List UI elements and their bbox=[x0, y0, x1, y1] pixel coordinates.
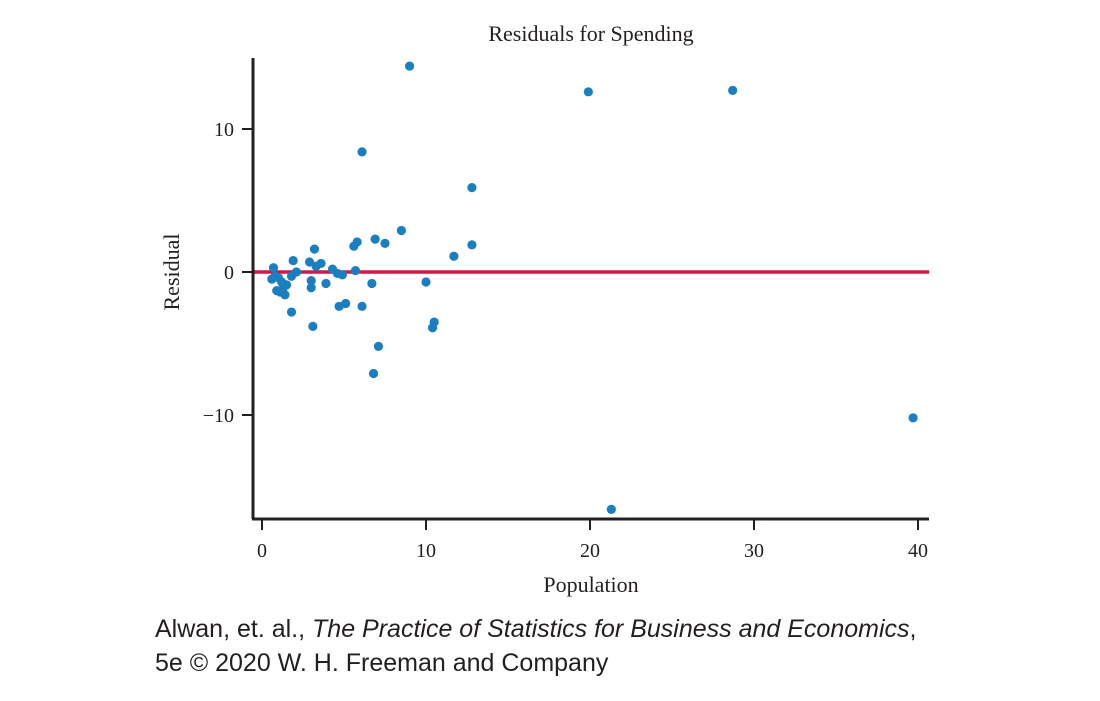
data-point-16 bbox=[306, 275, 316, 286]
y-axis-ticks: −10 0 10 bbox=[203, 119, 253, 427]
data-point-18 bbox=[308, 321, 318, 331]
data-point-12 bbox=[288, 255, 298, 266]
data-point-19 bbox=[309, 244, 320, 254]
data-point-22 bbox=[321, 278, 331, 289]
data-point-37 bbox=[380, 238, 390, 248]
data-point-35 bbox=[368, 368, 379, 379]
data-point-48 bbox=[728, 85, 738, 95]
x-tick-label-10: 10 bbox=[416, 540, 436, 562]
credit-authors: Alwan, et. al., bbox=[155, 615, 313, 643]
source-credit: Alwan, et. al., The Practice of Statisti… bbox=[155, 612, 916, 680]
y-tick-label-1: 0 bbox=[224, 262, 234, 284]
data-point-9 bbox=[280, 290, 290, 300]
data-point-33 bbox=[367, 278, 377, 289]
data-point-34 bbox=[370, 234, 380, 244]
data-point-39 bbox=[405, 61, 415, 71]
data-point-45 bbox=[467, 240, 477, 250]
data-point-43 bbox=[449, 251, 459, 261]
data-point-42 bbox=[429, 317, 439, 327]
x-tick-label-20: 20 bbox=[580, 540, 600, 562]
y-tick-label-0: −10 bbox=[203, 405, 234, 427]
data-points bbox=[267, 61, 918, 514]
credit-comma: , bbox=[909, 615, 917, 643]
x-tick-label-0: 0 bbox=[257, 540, 267, 562]
x-axis-label: Population bbox=[543, 572, 638, 597]
plot-area bbox=[253, 61, 929, 514]
data-point-36 bbox=[373, 341, 384, 351]
x-tick-label-40: 40 bbox=[908, 540, 928, 562]
data-point-15 bbox=[304, 257, 315, 267]
credit-line-2: 5e © 2020 W. H. Freeman and Company bbox=[155, 649, 609, 677]
data-point-44 bbox=[467, 183, 477, 193]
data-point-1 bbox=[268, 263, 279, 273]
data-point-25 bbox=[337, 270, 347, 280]
x-tick-label-30: 30 bbox=[744, 540, 764, 562]
data-point-47 bbox=[606, 504, 616, 514]
data-point-49 bbox=[908, 413, 918, 423]
data-point-40 bbox=[421, 277, 431, 287]
data-point-14 bbox=[291, 267, 302, 277]
data-point-31 bbox=[357, 147, 367, 157]
data-point-17 bbox=[306, 283, 316, 293]
data-point-10 bbox=[282, 280, 292, 290]
credit-book-title: The Practice of Statistics for Business … bbox=[312, 615, 910, 643]
data-point-32 bbox=[357, 301, 367, 311]
y-tick-label-2: 10 bbox=[214, 119, 234, 141]
data-point-46 bbox=[583, 87, 593, 97]
data-point-30 bbox=[352, 237, 362, 247]
data-point-21 bbox=[316, 258, 326, 269]
data-point-27 bbox=[341, 298, 351, 309]
data-point-38 bbox=[396, 225, 406, 236]
y-axis-label: Residual bbox=[159, 234, 184, 311]
data-point-13 bbox=[286, 307, 297, 317]
chart-title: Residuals for Spending bbox=[488, 21, 693, 46]
credit-line-1: Alwan, et. al., The Practice of Statisti… bbox=[155, 612, 916, 646]
x-axis-ticks: 0 10 20 30 40 bbox=[257, 519, 928, 562]
data-point-29 bbox=[350, 265, 361, 276]
